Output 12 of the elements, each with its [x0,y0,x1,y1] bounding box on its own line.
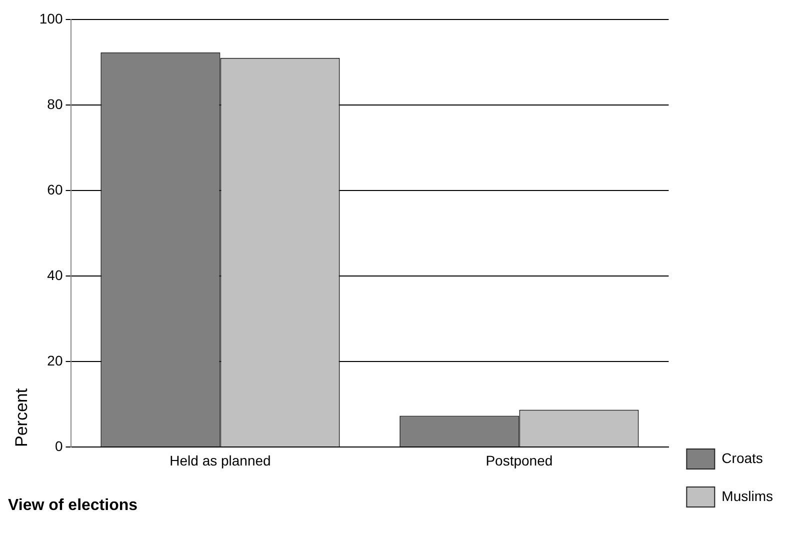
y-tick-label: 40 [47,266,63,283]
y-tick-label: 0 [54,438,63,454]
y-tick-label: 100 [39,10,63,26]
x-axis-title: View of elections [8,496,138,514]
x-tick-label: Postponed [486,452,553,468]
legend-label: Croats [722,450,763,466]
y-tick-label: 20 [47,352,63,368]
legend-label: Muslims [722,488,774,504]
y-tick-label: 80 [47,96,63,112]
y-axis-title: Percent [12,388,31,447]
x-tick-label: Held as planned [170,452,271,468]
y-tick-label: 60 [47,181,63,198]
